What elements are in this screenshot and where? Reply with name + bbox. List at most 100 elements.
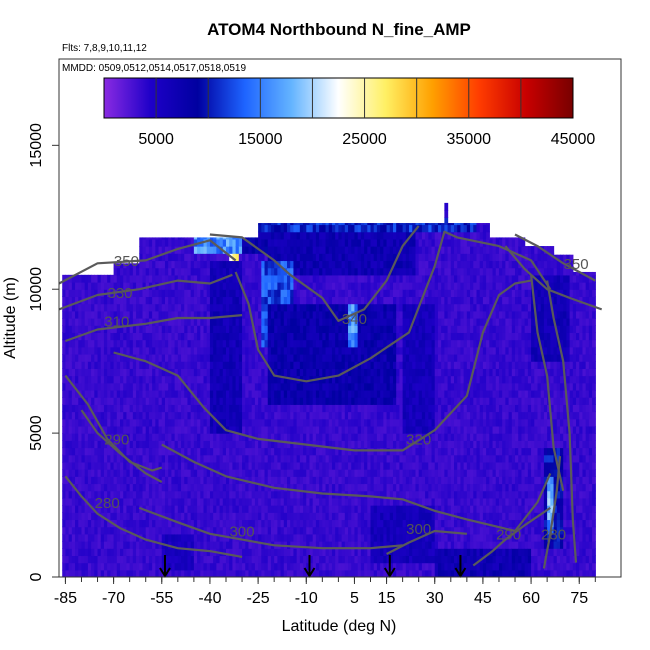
heatmap-cell <box>232 483 237 492</box>
heatmap-cell <box>315 411 320 420</box>
heatmap-cell <box>71 569 76 577</box>
heatmap-cell <box>71 505 76 513</box>
heatmap-cell <box>245 505 250 513</box>
heatmap-cell <box>164 433 169 441</box>
heatmap-cell <box>373 440 378 449</box>
heatmap-cell <box>338 548 343 557</box>
heatmap-cell <box>203 382 208 391</box>
heatmap-cell <box>267 461 272 470</box>
heatmap-cell <box>187 519 192 528</box>
heatmap-cell <box>177 497 182 506</box>
heatmap-cell <box>370 476 375 485</box>
heatmap-cell <box>360 476 365 485</box>
heatmap-cell <box>331 447 336 456</box>
heatmap-cell <box>206 411 211 420</box>
heatmap-cell <box>325 253 330 262</box>
heatmap-cell <box>152 490 156 499</box>
heatmap-cell <box>370 368 375 377</box>
heatmap-cell <box>190 411 195 420</box>
heatmap-cell <box>283 447 288 456</box>
heatmap-cell <box>235 318 240 326</box>
heatmap-cell <box>78 339 83 348</box>
heatmap-cell <box>203 447 208 456</box>
heatmap-cell <box>209 397 214 405</box>
heatmap-cell <box>91 526 95 535</box>
heatmap-cell <box>225 274 230 283</box>
heatmap-cell <box>357 541 362 549</box>
heatmap-cell <box>126 325 131 333</box>
heatmap-cell <box>312 223 317 226</box>
heatmap-cell <box>251 246 256 254</box>
heatmap-cell <box>287 246 291 254</box>
heatmap-cell <box>129 490 134 499</box>
heatmap-cell <box>213 505 217 513</box>
heatmap-cell <box>396 512 401 521</box>
heatmap-cell <box>380 382 384 391</box>
heatmap-cell <box>335 454 339 463</box>
heatmap-cell <box>132 267 137 276</box>
heatmap-cell <box>87 440 92 449</box>
heatmap-cell <box>81 425 86 434</box>
heatmap-cell <box>303 361 307 369</box>
heatmap-cell <box>341 253 346 262</box>
heatmap-cell <box>84 483 89 492</box>
heatmap-cell <box>290 404 295 413</box>
heatmap-cell <box>351 231 356 240</box>
heatmap-cell <box>354 253 359 262</box>
heatmap-cell <box>235 447 240 456</box>
heatmap-cell <box>306 418 311 427</box>
heatmap-cell <box>376 361 381 369</box>
heatmap-cell <box>219 318 224 326</box>
heatmap-cell <box>152 389 156 398</box>
heatmap-cell <box>155 310 160 319</box>
heatmap-cell <box>287 353 291 362</box>
heatmap-cell <box>373 490 378 499</box>
heatmap-cell <box>312 526 317 535</box>
heatmap-cell <box>145 562 150 571</box>
heatmap-cell <box>81 433 86 441</box>
heatmap-cell <box>309 469 314 477</box>
heatmap-cell <box>225 512 230 521</box>
heatmap-cell <box>360 418 365 427</box>
heatmap-cell <box>242 555 246 564</box>
heatmap-cell <box>245 548 250 557</box>
heatmap-cell <box>383 418 388 427</box>
heatmap-cell <box>299 490 304 499</box>
heatmap-cell <box>209 253 214 262</box>
heatmap-cell <box>132 361 137 369</box>
heatmap-cell <box>62 497 67 506</box>
heatmap-cell <box>338 483 343 492</box>
heatmap-cell <box>251 238 256 247</box>
heatmap-cell <box>81 404 86 413</box>
heatmap-cell <box>190 454 195 463</box>
heatmap-cell <box>264 303 269 312</box>
heatmap-cell <box>283 246 288 254</box>
heatmap-cell <box>126 569 131 577</box>
heatmap-cell <box>107 303 111 312</box>
heatmap-cell <box>306 382 311 391</box>
heatmap-cell <box>91 318 95 326</box>
heatmap-cell <box>315 483 320 492</box>
heatmap-cell <box>94 296 99 305</box>
heatmap-cell <box>254 476 259 485</box>
heatmap-cell <box>335 375 339 384</box>
heatmap-cell <box>68 512 73 521</box>
heatmap-cell <box>81 411 86 420</box>
heatmap-cell <box>181 339 185 348</box>
heatmap-cell <box>97 382 102 391</box>
heatmap-cell <box>171 555 176 564</box>
heatmap-cell <box>126 282 131 290</box>
heatmap-cell <box>309 231 314 240</box>
heatmap-cell <box>71 548 76 557</box>
heatmap-cell <box>348 289 352 298</box>
heatmap-cell <box>367 238 372 247</box>
heatmap-cell <box>264 282 269 290</box>
heatmap-cell <box>274 238 278 247</box>
heatmap-cell <box>277 267 282 276</box>
heatmap-cell <box>200 548 205 557</box>
heatmap-cell <box>264 339 269 348</box>
heatmap-cell <box>277 332 282 341</box>
heatmap-cell <box>193 325 198 333</box>
heatmap-cell <box>107 296 111 305</box>
heatmap-cell <box>81 555 86 564</box>
